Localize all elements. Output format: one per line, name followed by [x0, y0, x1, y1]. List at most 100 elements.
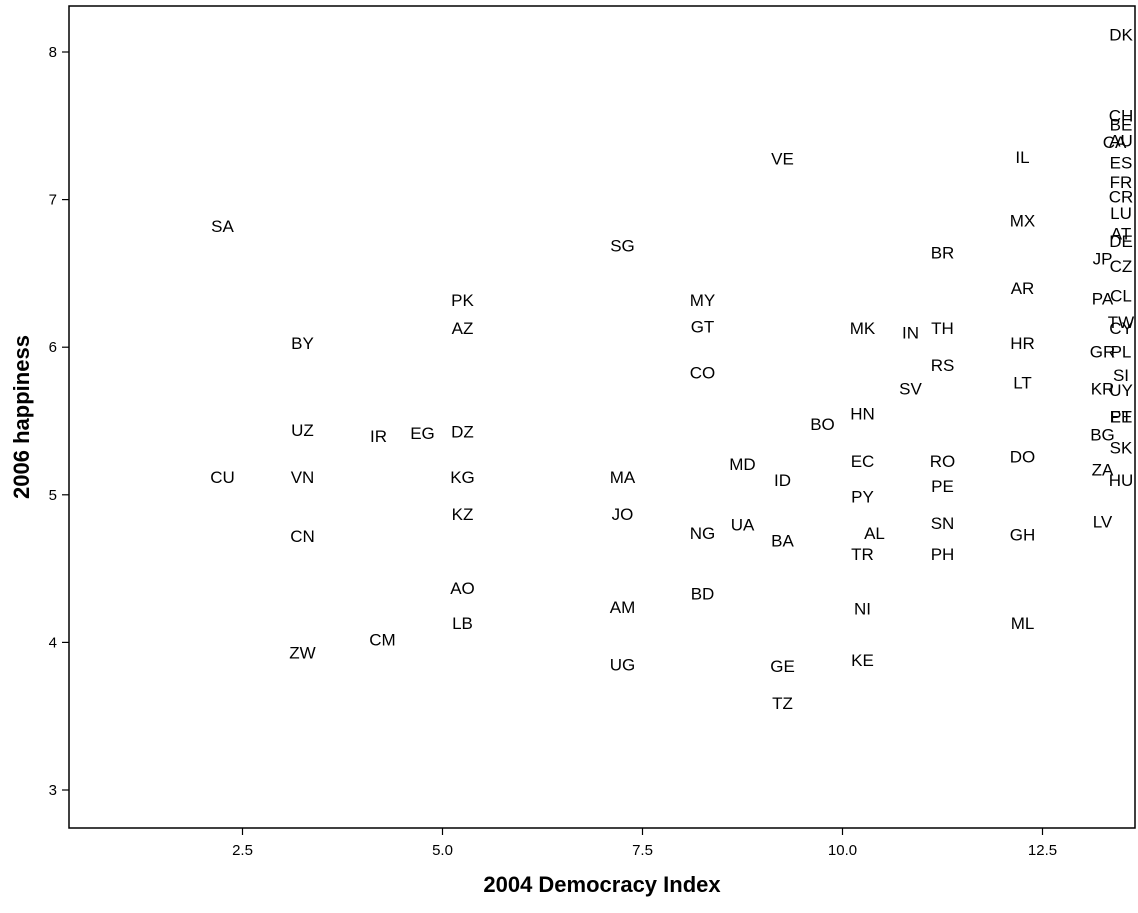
- point-label-ca: CA: [1103, 133, 1127, 152]
- point-label-cu: CU: [210, 468, 235, 487]
- point-label-kz: KZ: [452, 505, 474, 524]
- point-label-gh: GH: [1010, 526, 1036, 545]
- point-label-lu: LU: [1110, 204, 1132, 223]
- point-label-hu: HU: [1109, 471, 1134, 490]
- point-label-hn: HN: [850, 405, 875, 424]
- point-label-sv: SV: [899, 380, 922, 399]
- point-label-vn: VN: [291, 468, 315, 487]
- point-labels: SA CU BY UZ VN CN ZW IR CM EG PK AZ DZ KG KZ AO LB SG MA JO…: [210, 25, 1134, 713]
- point-label-ml: ML: [1011, 614, 1035, 633]
- point-label-ao: AO: [450, 579, 475, 598]
- point-label-co: CO: [690, 363, 716, 382]
- x-axis-title: 2004 Democracy Index: [483, 872, 721, 897]
- point-label-si: SI: [1113, 366, 1129, 385]
- point-label-mk: MK: [850, 319, 876, 338]
- point-label-uz: UZ: [291, 421, 314, 440]
- x-tick-label: 10.0: [828, 842, 857, 859]
- point-label-kr: KR: [1091, 380, 1115, 399]
- point-label-ua: UA: [731, 515, 755, 534]
- point-label-bg: BG: [1090, 425, 1115, 444]
- point-label-hr: HR: [1010, 334, 1035, 353]
- point-label-by: BY: [291, 334, 314, 353]
- point-label-zw: ZW: [289, 644, 315, 663]
- x-tick-label: 2.5: [232, 842, 253, 859]
- point-label-cm: CM: [369, 630, 395, 649]
- point-label-ph: PH: [931, 545, 955, 564]
- point-label-cz: CZ: [1110, 257, 1133, 276]
- y-tick-label: 3: [49, 782, 57, 799]
- x-tick-label: 7.5: [632, 842, 653, 859]
- point-label-al: AL: [864, 524, 885, 543]
- point-label-pl: PL: [1111, 343, 1132, 362]
- point-label-cr: CR: [1109, 188, 1134, 207]
- point-label-pt: PT: [1110, 408, 1132, 427]
- point-label-lt: LT: [1013, 374, 1032, 393]
- point-label-cy: CY: [1109, 319, 1133, 338]
- point-label-ba: BA: [771, 532, 794, 551]
- x-tick-label: 5.0: [432, 842, 453, 859]
- point-label-ee: EE: [1110, 408, 1133, 427]
- y-tick-label: 7: [49, 192, 57, 209]
- point-label-dz: DZ: [451, 422, 474, 441]
- point-label-gt: GT: [691, 318, 715, 337]
- point-label-sa: SA: [211, 217, 234, 236]
- point-label-tw: TW: [1108, 313, 1134, 332]
- point-label-am: AM: [610, 598, 636, 617]
- point-label-sk: SK: [1110, 439, 1133, 458]
- y-axis: 3 4 5 6 7 8: [49, 44, 69, 799]
- point-label-my: MY: [690, 291, 716, 310]
- point-label-de: DE: [1109, 232, 1133, 251]
- x-axis: 2.5 5.0 7.5 10.0 12.5: [232, 828, 1057, 859]
- y-tick-label: 8: [49, 44, 57, 61]
- point-label-es: ES: [1110, 154, 1133, 173]
- point-label-md: MD: [729, 455, 755, 474]
- point-label-bd: BD: [691, 585, 715, 604]
- point-label-ge: GE: [770, 657, 795, 676]
- point-label-ng: NG: [690, 524, 716, 543]
- point-label-pa: PA: [1092, 289, 1114, 308]
- point-label-ar: AR: [1011, 279, 1035, 298]
- point-label-mx: MX: [1010, 211, 1036, 230]
- point-label-ch: CH: [1109, 106, 1134, 125]
- point-label-ro: RO: [930, 452, 956, 471]
- point-label-ni: NI: [854, 599, 871, 618]
- point-label-be: BE: [1110, 115, 1133, 134]
- point-label-sn: SN: [931, 514, 955, 533]
- x-tick-label: 12.5: [1028, 842, 1057, 859]
- point-label-in: IN: [902, 323, 919, 342]
- point-label-tz: TZ: [772, 694, 793, 713]
- point-label-ir: IR: [370, 427, 387, 446]
- point-label-do: DO: [1010, 447, 1036, 466]
- point-label-dk: DK: [1109, 25, 1133, 44]
- y-tick-label: 4: [49, 634, 57, 651]
- point-label-cn: CN: [290, 527, 315, 546]
- point-label-br: BR: [931, 244, 955, 263]
- point-label-il: IL: [1015, 148, 1029, 167]
- point-label-pk: PK: [451, 291, 474, 310]
- point-label-za: ZA: [1092, 461, 1114, 480]
- point-label-az: AZ: [452, 319, 474, 338]
- point-label-pe: PE: [931, 477, 954, 496]
- point-label-lb: LB: [452, 614, 473, 633]
- point-label-jo: JO: [612, 505, 634, 524]
- point-label-ec: EC: [851, 452, 875, 471]
- point-label-ke: KE: [851, 651, 874, 670]
- point-label-bo: BO: [810, 415, 835, 434]
- point-label-th: TH: [931, 319, 954, 338]
- plot-frame: [68, 5, 1136, 829]
- point-label-py: PY: [851, 487, 874, 506]
- point-label-id: ID: [774, 471, 791, 490]
- point-label-uy: UY: [1109, 381, 1133, 400]
- point-label-fr: FR: [1110, 173, 1133, 192]
- point-label-kg: KG: [450, 468, 475, 487]
- y-axis-title: 2006 happiness: [9, 335, 34, 499]
- point-label-rs: RS: [931, 356, 955, 375]
- point-label-jp: JP: [1093, 250, 1113, 269]
- point-label-tr: TR: [851, 545, 874, 564]
- point-label-lv: LV: [1093, 512, 1113, 531]
- point-label-ug: UG: [610, 656, 636, 675]
- point-label-cl: CL: [1110, 287, 1132, 306]
- point-label-sg: SG: [610, 236, 635, 255]
- y-tick-label: 6: [49, 339, 57, 356]
